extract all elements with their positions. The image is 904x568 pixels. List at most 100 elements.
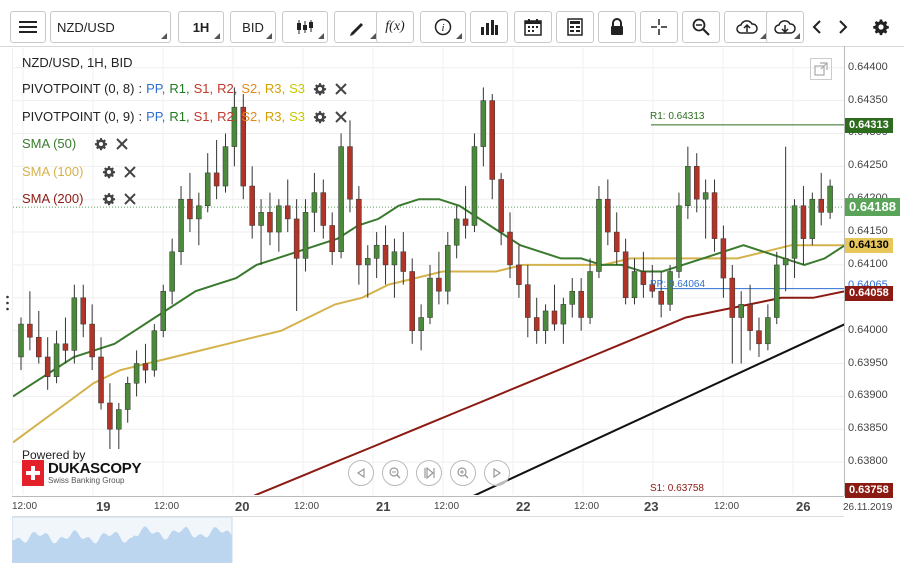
upload-icon xyxy=(736,20,758,34)
candle-body xyxy=(311,192,318,213)
dropdown-arrow-icon xyxy=(370,33,376,39)
candle-body xyxy=(36,336,42,358)
indicator-remove-button[interactable] xyxy=(124,165,136,178)
upload-button[interactable] xyxy=(724,11,770,43)
bars-button[interactable] xyxy=(470,11,508,43)
price-badge: 0.63758 xyxy=(845,482,893,498)
pivot-legend-item: PP, xyxy=(146,81,166,96)
indicator-remove-button[interactable] xyxy=(124,192,136,205)
dropdown-arrow-icon xyxy=(760,33,766,39)
candle-body xyxy=(791,205,798,259)
nav-left-icon xyxy=(356,468,365,478)
zoom-out-icon xyxy=(389,467,401,479)
close-icon xyxy=(124,165,136,178)
price-tick-label: 0.64150 xyxy=(848,225,888,238)
timeframe-label: 1H xyxy=(192,19,210,35)
zoom-out-button[interactable] xyxy=(382,460,408,486)
candle-body xyxy=(231,106,238,147)
indicator-remove-button[interactable] xyxy=(116,137,128,150)
candle-body xyxy=(133,363,140,384)
candle-body xyxy=(525,284,531,318)
candle-body xyxy=(827,185,833,213)
candle-body xyxy=(533,317,540,331)
candle-body xyxy=(436,277,442,292)
download-button[interactable] xyxy=(766,11,804,43)
menu-button[interactable] xyxy=(10,11,46,43)
indicator-settings-button[interactable] xyxy=(313,82,327,96)
function-button[interactable]: f(x) xyxy=(376,11,414,43)
timeframe-select[interactable]: 1H xyxy=(178,11,224,43)
scroll-left-button[interactable] xyxy=(806,11,828,43)
draw-button[interactable] xyxy=(334,11,380,43)
pivot-legend-item: S1, xyxy=(193,81,214,96)
zoom-button[interactable] xyxy=(682,11,720,43)
price-side-select[interactable]: BID xyxy=(230,11,276,43)
indicator-settings-button[interactable] xyxy=(102,165,116,179)
candle-body xyxy=(89,323,95,358)
price-tick-label: 0.63900 xyxy=(848,389,888,402)
indicator-settings-button[interactable] xyxy=(102,192,116,206)
time-tick-label: 12:00 xyxy=(12,501,38,512)
candle-body xyxy=(169,251,175,292)
time-navigator[interactable] xyxy=(11,516,844,564)
indicator-settings-button[interactable] xyxy=(94,137,108,151)
candle-body xyxy=(720,238,727,279)
navigator-preview[interactable] xyxy=(11,516,844,564)
fullscreen-button[interactable] xyxy=(810,58,832,80)
chart-plot-area[interactable] xyxy=(12,48,845,495)
candle-body xyxy=(453,218,460,246)
candle-body xyxy=(560,304,567,325)
left-drag-handle[interactable] xyxy=(6,293,9,317)
report-button[interactable] xyxy=(556,11,594,43)
sma-50-line xyxy=(13,198,845,398)
info-button[interactable]: i xyxy=(420,11,466,43)
draw-icon xyxy=(350,23,363,36)
calendar-button[interactable] xyxy=(514,11,552,43)
candle-body xyxy=(116,409,122,430)
price-axis[interactable] xyxy=(844,46,904,496)
pivot-legend-item: S2, xyxy=(241,109,261,124)
candle-body xyxy=(365,258,371,266)
candle-body xyxy=(507,231,513,266)
price-tick-label: 0.64100 xyxy=(848,257,888,270)
download-icon xyxy=(774,20,796,34)
candle-body xyxy=(196,205,202,220)
indicator-settings-button[interactable] xyxy=(313,110,327,124)
candle-body xyxy=(471,146,478,226)
candle-body xyxy=(44,356,51,377)
crosshair-button[interactable] xyxy=(640,11,678,43)
candle-body xyxy=(756,330,762,345)
indicator-remove-button[interactable] xyxy=(335,82,347,95)
settings-button[interactable] xyxy=(866,11,896,43)
candle-body xyxy=(578,290,584,318)
nav-reset-icon xyxy=(424,467,435,479)
symbol-select[interactable]: NZD/USD xyxy=(50,11,171,43)
gear-icon xyxy=(313,110,327,123)
candle-body xyxy=(258,212,264,226)
nav-left-button[interactable] xyxy=(348,460,374,486)
zoom-in-button[interactable] xyxy=(450,460,476,486)
nav-reset-button[interactable] xyxy=(416,460,442,486)
candlestick-chart[interactable] xyxy=(13,48,845,495)
indicator-remove-button[interactable] xyxy=(335,110,347,123)
candle-type-button[interactable] xyxy=(282,11,328,43)
candle-body xyxy=(391,251,398,266)
nav-right-icon xyxy=(493,468,502,478)
pivot-legend-item: R1, xyxy=(169,109,190,124)
nav-right-button[interactable] xyxy=(484,460,510,486)
candle-body xyxy=(640,271,647,285)
candle-body xyxy=(427,277,433,318)
time-tick-label: 26 xyxy=(796,499,811,514)
scroll-right-button[interactable] xyxy=(832,11,854,43)
candle-body xyxy=(729,277,736,318)
candle-body xyxy=(160,290,167,331)
lock-button[interactable] xyxy=(598,11,636,43)
candle-body xyxy=(98,356,104,404)
close-icon xyxy=(335,82,347,95)
time-axis[interactable] xyxy=(12,496,844,497)
navigator-window[interactable] xyxy=(11,516,233,564)
dropdown-arrow-icon xyxy=(214,33,220,39)
sma-100-line xyxy=(13,244,845,444)
candle-body xyxy=(747,304,753,331)
candle-body xyxy=(542,310,549,331)
